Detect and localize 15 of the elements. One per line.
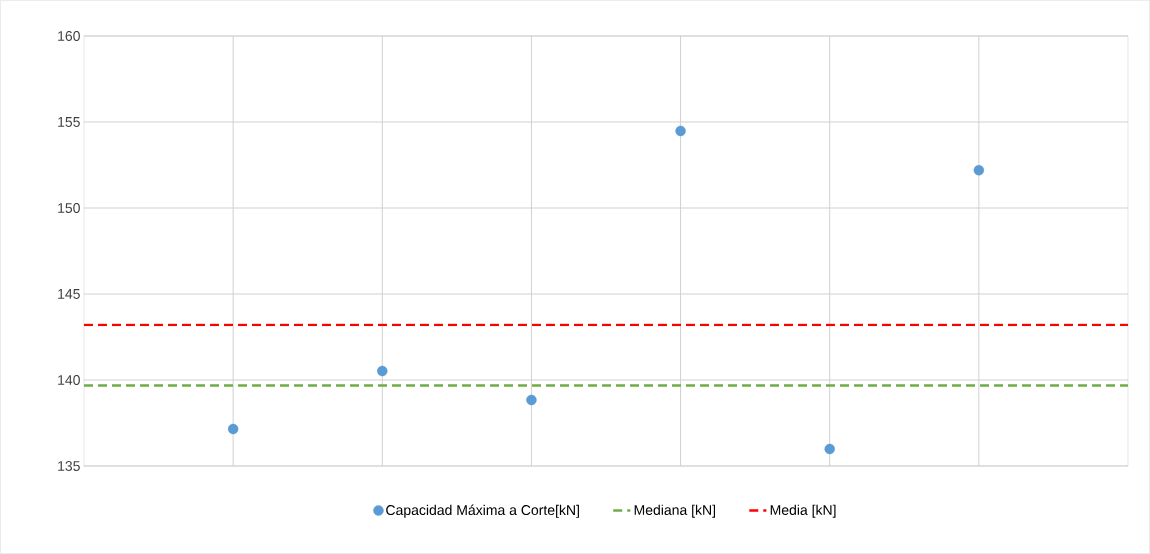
y-tick-label: 160 bbox=[58, 31, 80, 41]
y-tick-label: 150 bbox=[58, 203, 80, 213]
point bbox=[377, 365, 388, 377]
legend-label: Media [kN] bbox=[770, 504, 836, 518]
y-tick-label: 145 bbox=[58, 289, 80, 299]
point bbox=[526, 394, 537, 406]
point bbox=[227, 423, 239, 435]
point bbox=[824, 443, 835, 455]
y-tick-label: 135 bbox=[58, 461, 80, 471]
y-tick-label: 140 bbox=[58, 375, 80, 385]
legend-label: Capacidad Máxima a Corte[kN] bbox=[386, 504, 579, 518]
legend-label: Mediana [kN] bbox=[634, 504, 716, 518]
y-tick-label: 155 bbox=[58, 117, 80, 127]
point bbox=[973, 164, 985, 176]
point bbox=[675, 125, 686, 137]
